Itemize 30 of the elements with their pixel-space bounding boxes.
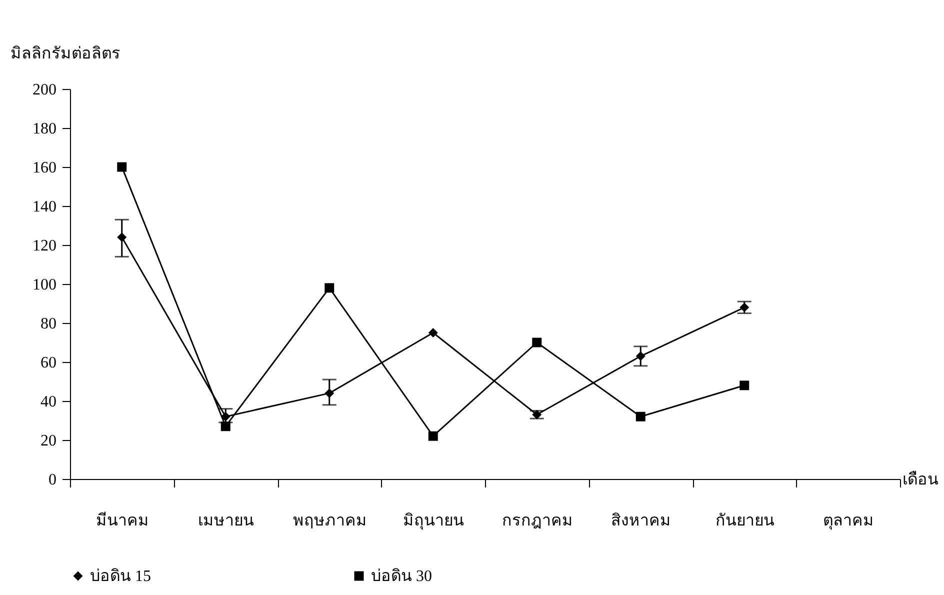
point — [428, 431, 438, 441]
y-tick-label: 180 — [32, 120, 56, 138]
y-tick-label: 0 — [48, 472, 56, 488]
point — [117, 162, 127, 172]
point — [428, 328, 438, 338]
y-tick-label: 200 — [32, 82, 56, 98]
y-tick-label: 160 — [32, 160, 56, 176]
y-tick-label: 80 — [40, 316, 56, 332]
y-axis-title: มิลลิกรัมต่อลิตร — [10, 46, 120, 62]
point — [532, 338, 542, 348]
legend-label: บ่อดิน 15 — [90, 568, 151, 585]
x-tick-label: มิถุนายน — [403, 512, 464, 530]
y-tick-label: 140 — [32, 198, 56, 216]
y-tick-label: 20 — [40, 432, 56, 450]
legend-label: บ่อดิน 30 — [371, 568, 432, 585]
x-tick-label: ตุลาคม — [823, 512, 874, 530]
y-tick-label: 40 — [40, 394, 56, 410]
x-tick-label: กันยายน — [715, 512, 774, 530]
x-tick-label: มีนาคม — [96, 512, 149, 530]
point — [740, 380, 750, 390]
y-tick-label: 60 — [40, 354, 56, 372]
y-tick-label: 100 — [32, 276, 56, 294]
point — [636, 412, 646, 422]
x-axis-title: เดือน — [902, 470, 938, 488]
x-tick-label: เมษายน — [198, 512, 254, 530]
x-tick-label: พฤษภาคม — [292, 512, 367, 530]
x-tick-label: สิงหาคม — [611, 512, 672, 530]
x-tick-label: กรกฎาคม — [502, 512, 573, 530]
y-tick-label: 120 — [32, 238, 56, 254]
point — [324, 283, 334, 293]
